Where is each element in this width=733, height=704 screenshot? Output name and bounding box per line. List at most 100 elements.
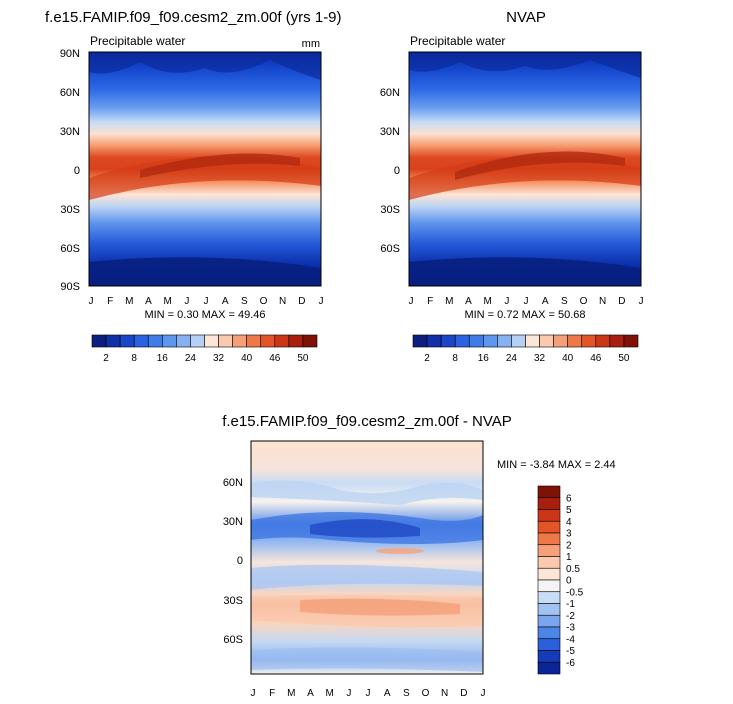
x-tick-label: J bbox=[409, 296, 414, 307]
colorbar-swatch bbox=[176, 334, 191, 348]
colorbar-label: -1 bbox=[566, 599, 575, 610]
colorbar-swatch bbox=[537, 626, 561, 640]
colorbar-label: 40 bbox=[562, 353, 574, 364]
colorbar-swatch bbox=[553, 334, 568, 348]
x-tick-label: N bbox=[279, 296, 286, 307]
colorbar-label: 40 bbox=[241, 353, 253, 364]
y-tick-label: 30N bbox=[380, 126, 400, 138]
colorbar-label: 2 bbox=[566, 540, 572, 551]
x-tick-label: M bbox=[125, 296, 133, 307]
x-tick-label: O bbox=[580, 296, 588, 307]
colorbar-label: 50 bbox=[297, 353, 309, 364]
colorbar-label: 32 bbox=[534, 353, 546, 364]
colorbar-swatch bbox=[537, 567, 561, 581]
colorbar-swatch bbox=[218, 334, 233, 348]
y-tick-label: 90S bbox=[60, 281, 80, 293]
colorbar-swatch bbox=[609, 334, 625, 348]
x-tick-label: D bbox=[618, 296, 625, 307]
panel1-minmax: MIN = 0.30 MAX = 49.46 bbox=[144, 309, 265, 321]
colorbar-swatch bbox=[204, 334, 219, 348]
panel2-plot bbox=[408, 51, 642, 287]
x-tick-label: A bbox=[465, 296, 472, 307]
colorbar-label: 16 bbox=[157, 353, 169, 364]
x-tick-label: M bbox=[163, 296, 171, 307]
y-tick-label: 0 bbox=[74, 165, 80, 177]
colorbar-label: 16 bbox=[478, 353, 490, 364]
y-tick-label: 30N bbox=[223, 516, 243, 528]
y-tick-label: 60N bbox=[380, 87, 400, 99]
colorbar-swatch bbox=[133, 334, 149, 348]
colorbar-label: -5 bbox=[566, 646, 575, 657]
x-tick-label: J bbox=[251, 688, 256, 699]
colorbar-label: -2 bbox=[566, 611, 575, 622]
panel3-y-ticks: 60N 30N 0 30S 60S bbox=[223, 477, 243, 646]
colorbar-swatch bbox=[190, 334, 205, 348]
colorbar-label: 50 bbox=[618, 353, 630, 364]
colorbar-label: -4 bbox=[566, 634, 575, 645]
colorbar-swatch bbox=[537, 509, 561, 522]
colorbar-swatch bbox=[537, 650, 561, 663]
colorbar-swatch bbox=[162, 334, 177, 348]
x-tick-label: M bbox=[483, 296, 491, 307]
colorbar-swatch bbox=[468, 334, 484, 348]
colorbar-swatch bbox=[537, 520, 561, 534]
colorbar-swatch bbox=[525, 334, 540, 348]
y-tick-label: 30S bbox=[223, 595, 243, 607]
colorbar-swatch bbox=[302, 334, 318, 348]
x-tick-label: J bbox=[319, 296, 324, 307]
x-tick-label: J bbox=[504, 296, 509, 307]
x-tick-label: A bbox=[145, 296, 152, 307]
x-tick-label: A bbox=[384, 688, 391, 699]
colorbar-swatch bbox=[537, 544, 561, 557]
colorbar-label: 8 bbox=[131, 353, 137, 364]
colorbar-label: 2 bbox=[424, 353, 430, 364]
colorbar-swatch bbox=[537, 638, 561, 651]
x-tick-label: M bbox=[325, 688, 333, 699]
panel2-colorbar: 2 8 16 24 32 40 46 50 bbox=[412, 334, 639, 364]
y-tick-label: 60S bbox=[60, 243, 80, 255]
colorbar-swatch bbox=[91, 334, 107, 348]
y-tick-label: 60S bbox=[223, 634, 243, 646]
colorbar-label: 1 bbox=[566, 552, 572, 563]
panel1-y-ticks: 90N 60N 30N 0 30S 60S 90S bbox=[60, 48, 80, 293]
colorbar-swatch bbox=[260, 334, 276, 348]
panel2-title: NVAP bbox=[506, 9, 546, 26]
colorbar-swatch bbox=[537, 579, 561, 593]
x-tick-label: J bbox=[346, 688, 351, 699]
colorbar-swatch bbox=[274, 334, 290, 348]
x-tick-label: J bbox=[204, 296, 209, 307]
y-tick-label: 0 bbox=[237, 555, 243, 567]
colorbar-swatch bbox=[537, 661, 561, 675]
colorbar-label: 24 bbox=[506, 353, 518, 364]
panel2-y-ticks: 60N 30N 0 30S 60S bbox=[380, 87, 400, 255]
x-tick-label: D bbox=[298, 296, 305, 307]
panel2-subtitle: Precipitable water bbox=[410, 34, 505, 48]
x-tick-label: S bbox=[561, 296, 568, 307]
x-tick-label: J bbox=[89, 296, 94, 307]
colorbar-label: 3 bbox=[566, 529, 572, 540]
colorbar-label: 24 bbox=[185, 353, 197, 364]
x-tick-label: O bbox=[422, 688, 430, 699]
colorbar-swatch bbox=[119, 334, 135, 348]
colorbar-swatch bbox=[537, 603, 561, 616]
x-tick-label: J bbox=[184, 296, 189, 307]
colorbar-swatch bbox=[537, 485, 561, 499]
x-tick-label: J bbox=[481, 688, 486, 699]
panel3-plot bbox=[250, 440, 484, 675]
colorbar-swatch bbox=[537, 591, 561, 604]
colorbar-swatch bbox=[246, 334, 262, 348]
colorbar-label: -3 bbox=[566, 623, 575, 634]
colorbar-label: -6 bbox=[566, 658, 575, 669]
y-tick-label: 30N bbox=[60, 126, 80, 138]
x-tick-label: O bbox=[260, 296, 268, 307]
colorbar-label: 6 bbox=[566, 493, 572, 504]
colorbar-swatch bbox=[537, 497, 561, 510]
x-tick-label: N bbox=[441, 688, 448, 699]
colorbar-label: 8 bbox=[452, 353, 458, 364]
colorbar-swatch bbox=[412, 334, 428, 348]
x-tick-label: M bbox=[287, 688, 295, 699]
x-tick-label: A bbox=[542, 296, 549, 307]
x-tick-label: N bbox=[599, 296, 606, 307]
